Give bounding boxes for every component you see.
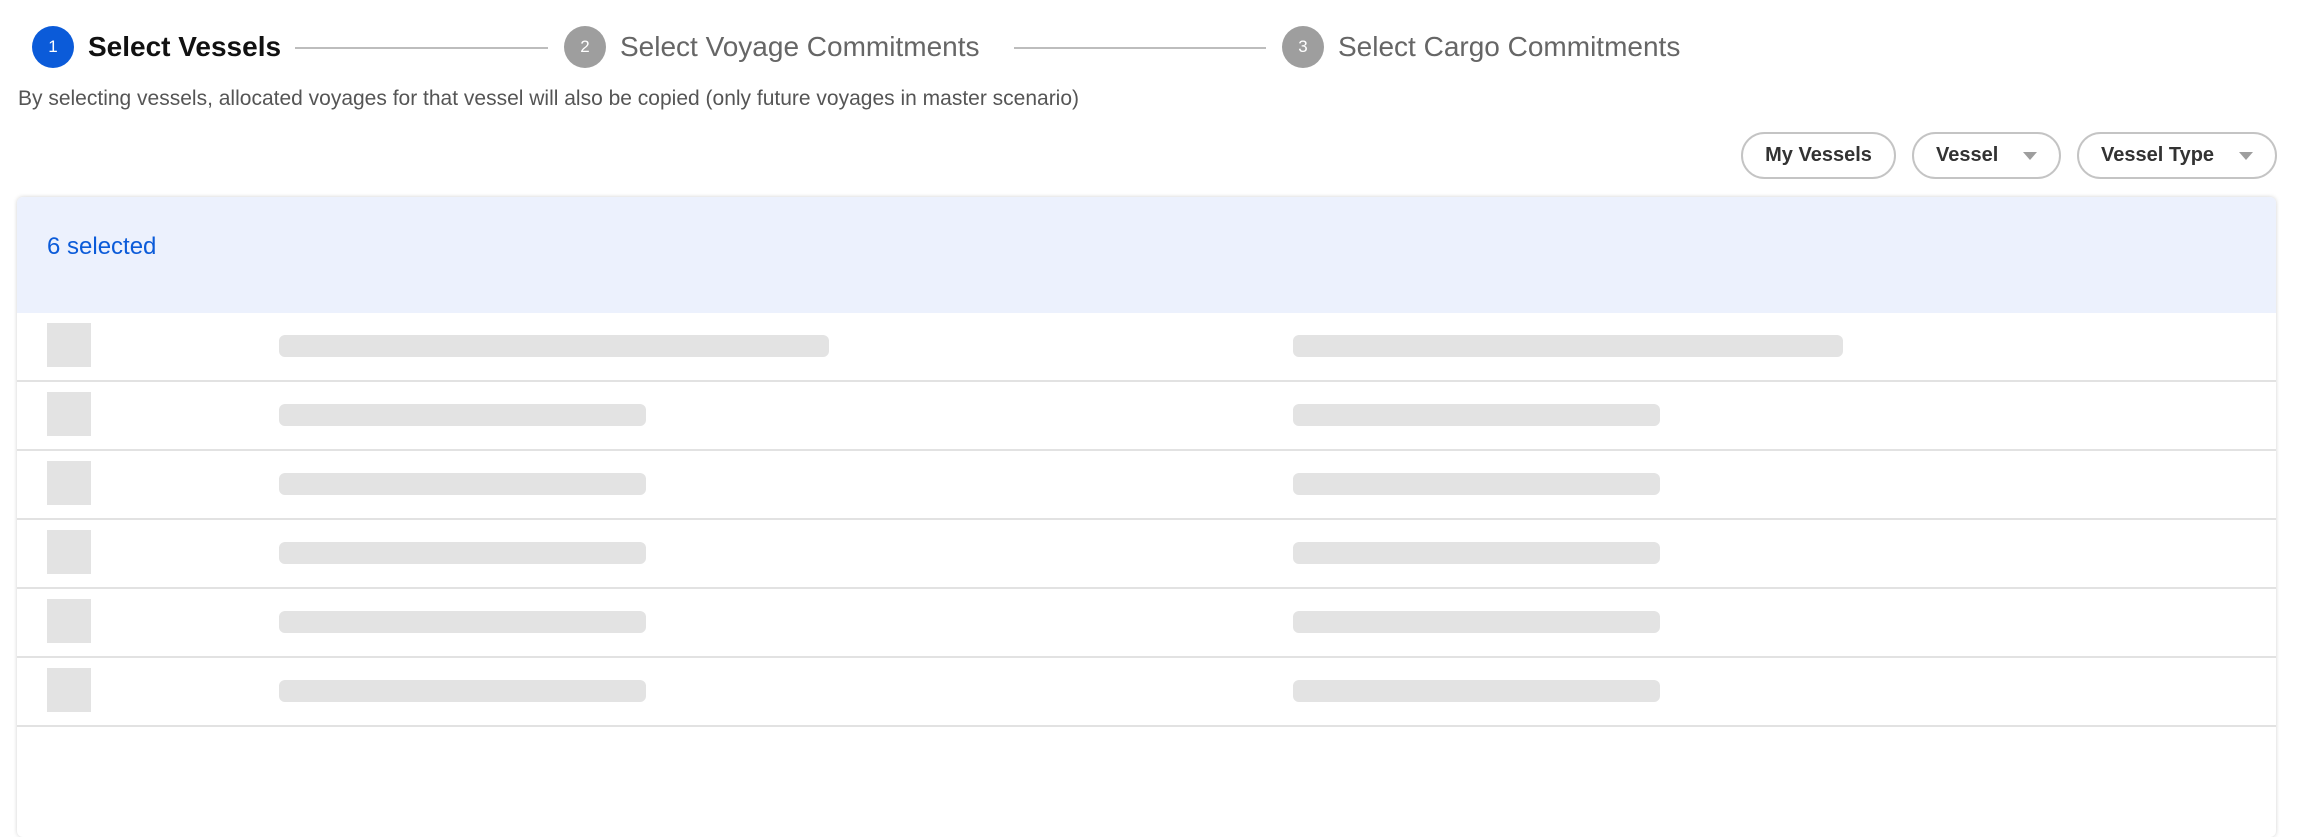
checkbox-skeleton <box>47 461 91 505</box>
selected-count: 6 selected <box>47 233 157 260</box>
cell-skeleton <box>1293 680 1660 702</box>
table-row[interactable] <box>17 313 2276 382</box>
cell-skeleton <box>279 335 829 357</box>
my-vessels-filter-button[interactable]: My Vessels <box>1741 132 1896 179</box>
cell-skeleton <box>1293 335 1843 357</box>
table-row[interactable] <box>17 589 2276 658</box>
vessel-table: 6 selected <box>17 197 2276 837</box>
step-connector <box>295 47 548 49</box>
vessel-type-filter-dropdown[interactable]: Vessel Type <box>2077 132 2277 179</box>
cell-skeleton <box>279 473 646 495</box>
cell-skeleton <box>1293 542 1660 564</box>
table-row[interactable] <box>17 382 2276 451</box>
cell-skeleton <box>279 680 646 702</box>
table-row[interactable] <box>17 658 2276 727</box>
step-2-label[interactable]: Select Voyage Commitments <box>620 31 980 62</box>
my-vessels-label: My Vessels <box>1765 144 1872 166</box>
step-2-number[interactable]: 2 <box>564 26 606 68</box>
caret-down-icon <box>2023 151 2037 160</box>
step-3-number[interactable]: 3 <box>1282 26 1324 68</box>
cell-skeleton <box>279 404 646 426</box>
vessel-filter-dropdown[interactable]: Vessel <box>1912 132 2061 179</box>
cell-skeleton <box>279 611 646 633</box>
checkbox-skeleton <box>47 530 91 574</box>
table-row[interactable] <box>17 451 2276 520</box>
step-connector <box>1014 47 1266 49</box>
cell-skeleton <box>1293 404 1660 426</box>
step-1-label[interactable]: Select Vessels <box>88 31 282 62</box>
step-3-label[interactable]: Select Cargo Commitments <box>1338 31 1681 62</box>
checkbox-skeleton <box>47 392 91 436</box>
selection-header: 6 selected <box>17 197 2276 313</box>
step-1-number[interactable]: 1 <box>32 26 74 68</box>
caret-down-icon <box>2239 151 2253 160</box>
cell-skeleton <box>1293 473 1660 495</box>
description-text: By selecting vessels, allocated voyages … <box>18 87 1080 110</box>
vessel-label: Vessel <box>1936 144 1999 166</box>
checkbox-skeleton <box>47 668 91 712</box>
checkbox-skeleton <box>47 599 91 643</box>
table-row[interactable] <box>17 520 2276 589</box>
vessel-type-label: Vessel Type <box>2101 144 2215 166</box>
table-body <box>17 313 2276 727</box>
cell-skeleton <box>1293 611 1660 633</box>
cell-skeleton <box>279 542 646 564</box>
checkbox-skeleton <box>47 323 91 367</box>
